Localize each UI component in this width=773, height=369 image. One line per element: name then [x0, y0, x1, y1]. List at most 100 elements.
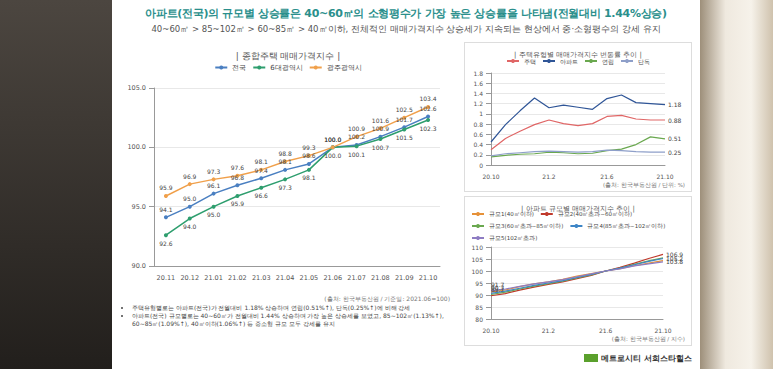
svg-text:21.04: 21.04	[276, 274, 295, 282]
svg-text:규모5(102㎡초과): 규모5(102㎡초과)	[489, 235, 537, 241]
svg-text:전국: 전국	[232, 64, 246, 72]
svg-text:102.3: 102.3	[419, 125, 436, 132]
svg-text:98.1: 98.1	[302, 174, 316, 181]
svg-text:100.0: 100.0	[324, 136, 341, 143]
svg-text:100.0: 100.0	[127, 143, 146, 151]
svg-text:단독: 단독	[638, 58, 650, 65]
svg-text:102.5: 102.5	[396, 106, 413, 113]
svg-text:1.8: 1.8	[473, 70, 483, 77]
svg-text:94.0: 94.0	[183, 223, 197, 230]
svg-text:98.6: 98.6	[302, 152, 316, 159]
svg-text:0.8: 0.8	[473, 121, 483, 128]
svg-text:규모4(85㎡초과~102㎡이하): 규모4(85㎡초과~102㎡이하)	[587, 223, 665, 229]
svg-text:0.88: 0.88	[668, 117, 682, 124]
svg-text:98.8: 98.8	[278, 150, 292, 157]
svg-text:21.6: 21.6	[599, 327, 613, 334]
svg-text:95.0: 95.0	[207, 211, 221, 218]
svg-text:98.1: 98.1	[255, 158, 269, 165]
svg-text:1.6: 1.6	[473, 80, 483, 87]
svg-text:92.6: 92.6	[159, 240, 173, 247]
svg-text:96.8: 96.8	[231, 174, 245, 181]
svg-text:| 주택유형별 매매가격지수 변동률 추이 |: | 주택유형별 매매가격지수 변동률 추이 |	[514, 51, 642, 59]
svg-text:100.9: 100.9	[372, 125, 389, 132]
svg-text:91.7: 91.7	[491, 281, 505, 288]
svg-text:0.2: 0.2	[473, 151, 483, 158]
svg-text:95: 95	[475, 280, 483, 287]
svg-text:105: 105	[472, 256, 484, 263]
svg-text:1.18: 1.18	[668, 101, 682, 108]
svg-text:96.9: 96.9	[183, 173, 197, 180]
svg-text:80: 80	[475, 316, 483, 323]
svg-text:20.12: 20.12	[180, 274, 199, 282]
svg-text:21.08: 21.08	[371, 274, 390, 282]
svg-text:85: 85	[475, 304, 483, 311]
svg-text:0: 0	[479, 162, 483, 169]
svg-text:90: 90	[475, 292, 483, 299]
svg-text:6대광역시: 6대광역시	[270, 64, 302, 72]
svg-text:100.0: 100.0	[324, 152, 341, 159]
svg-text:101.7: 101.7	[396, 116, 413, 123]
svg-text:광주광역시: 광주광역시	[327, 64, 362, 72]
svg-text:21.03: 21.03	[252, 274, 271, 282]
svg-text:| 종합주택 매매가격지수 |: | 종합주택 매매가격지수 |	[236, 51, 341, 61]
svg-text:(출처: 한국부동산원 / 단위: %): (출처: 한국부동산원 / 단위: %)	[603, 182, 685, 188]
svg-text:21.07: 21.07	[347, 274, 366, 282]
svg-text:100.9: 100.9	[348, 125, 365, 132]
svg-text:21.10: 21.10	[654, 327, 671, 334]
svg-text:99.3: 99.3	[302, 144, 316, 151]
svg-text:100.1: 100.1	[348, 151, 365, 158]
svg-text:100: 100	[472, 268, 484, 275]
svg-text:21.2: 21.2	[542, 327, 556, 334]
svg-text:94.1: 94.1	[159, 206, 173, 213]
svg-text:0.4: 0.4	[473, 141, 483, 148]
svg-text:96.6: 96.6	[255, 192, 269, 199]
svg-text:21.09: 21.09	[395, 274, 414, 282]
svg-text:97.4: 97.4	[255, 167, 269, 174]
svg-text:110: 110	[472, 244, 484, 251]
svg-text:0.51: 0.51	[668, 135, 682, 142]
svg-text:100.0: 100.0	[324, 136, 341, 143]
svg-text:96.1: 96.1	[207, 182, 221, 189]
svg-text:0.25: 0.25	[668, 149, 682, 156]
svg-text:21.06: 21.06	[323, 274, 342, 282]
svg-text:21.02: 21.02	[228, 274, 247, 282]
svg-text:103.4: 103.4	[419, 95, 436, 102]
svg-text:101.6: 101.6	[372, 117, 389, 124]
svg-text:90.0: 90.0	[132, 262, 146, 270]
svg-text:95.9: 95.9	[231, 200, 245, 207]
svg-text:0.6: 0.6	[473, 131, 483, 138]
svg-text:| 아파트 규모별 매매가격지수 추이 |: | 아파트 규모별 매매가격지수 추이 |	[521, 205, 635, 213]
svg-text:105.0: 105.0	[127, 84, 146, 92]
svg-text:연립: 연립	[602, 58, 614, 65]
svg-text:아파트: 아파트	[560, 58, 578, 65]
svg-text:21.05: 21.05	[300, 274, 319, 282]
svg-text:20.10: 20.10	[482, 173, 499, 180]
svg-text:1.4: 1.4	[473, 90, 483, 97]
svg-text:21.6: 21.6	[600, 173, 614, 180]
svg-text:20.11: 20.11	[157, 274, 176, 282]
svg-text:21.10: 21.10	[656, 173, 673, 180]
svg-text:20.10: 20.10	[482, 327, 499, 334]
svg-text:97.3: 97.3	[278, 184, 292, 191]
svg-text:102.6: 102.6	[419, 105, 436, 112]
svg-text:95.0: 95.0	[183, 195, 197, 202]
svg-text:95.9: 95.9	[159, 184, 173, 191]
html-text:아파트(전국) 규모별로는 40~60㎡가 전월대비 1.4: 아파트(전국) 규모별로는 40~60㎡가 전월대비 1.44% 상승하며 가장…	[132, 312, 444, 327]
svg-text:규모3(60㎡초과~85㎡이하): 규모3(60㎡초과~85㎡이하)	[489, 223, 563, 229]
svg-text:21.2: 21.2	[542, 173, 556, 180]
svg-text:주택: 주택	[524, 58, 536, 65]
svg-text:100.7: 100.7	[372, 144, 389, 151]
svg-text:98.1: 98.1	[278, 158, 292, 165]
svg-text:1.2: 1.2	[473, 100, 483, 107]
svg-text:100.2: 100.2	[348, 133, 365, 140]
svg-text:21.10: 21.10	[419, 274, 438, 282]
svg-text:95.0: 95.0	[132, 203, 146, 211]
svg-text:1: 1	[479, 110, 483, 117]
svg-text:101.5: 101.5	[396, 134, 413, 141]
svg-text:97.6: 97.6	[231, 164, 245, 171]
svg-text:21.01: 21.01	[204, 274, 223, 282]
svg-text:103.8: 103.8	[666, 258, 683, 265]
svg-text:97.3: 97.3	[207, 168, 221, 175]
svg-text:(출처: 한국부동산원 / 기준일: 2021.06=100: (출처: 한국부동산원 / 기준일: 2021.06=100)	[324, 295, 450, 302]
svg-text:(출처: 한국부동산원 / 지수): (출처: 한국부동산원 / 지수)	[612, 336, 685, 342]
